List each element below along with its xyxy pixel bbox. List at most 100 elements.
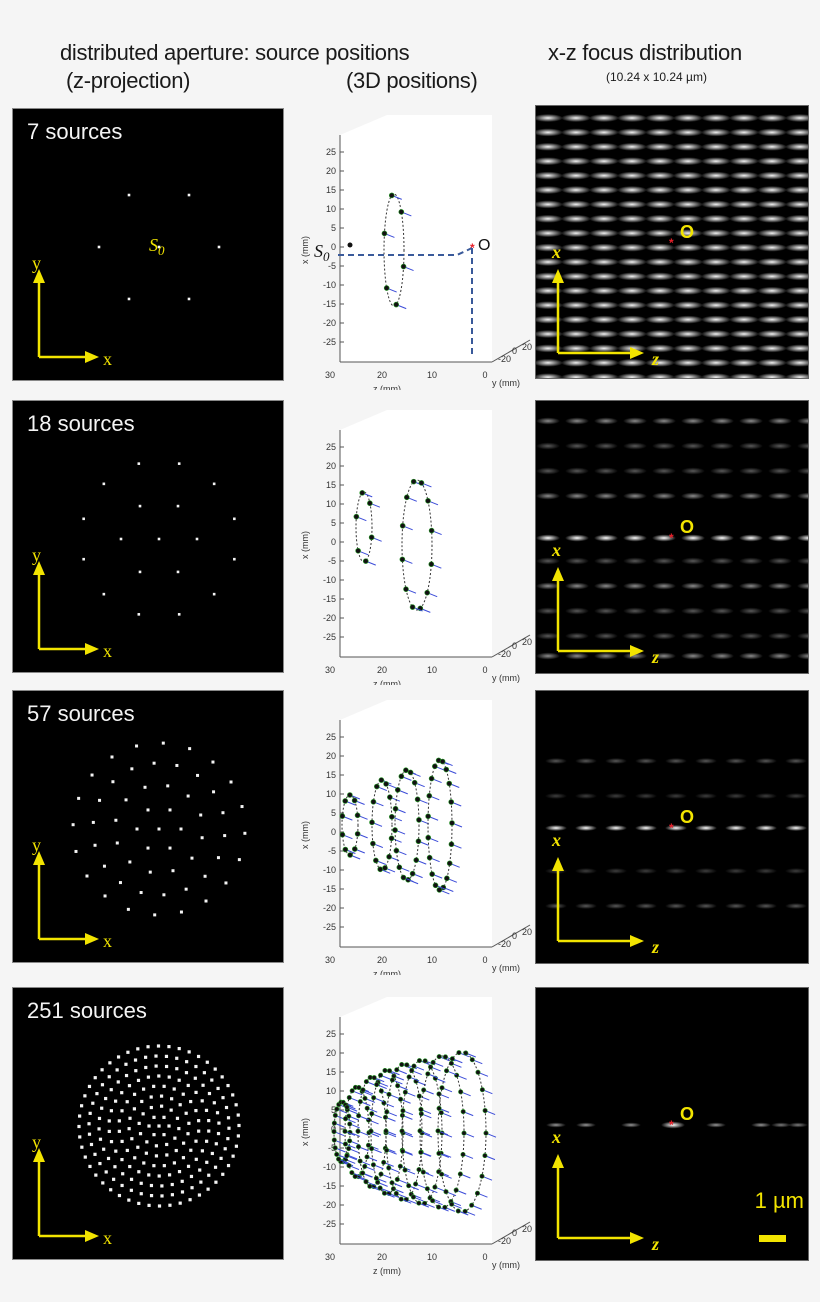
y-axis: 0-20 20 y (mm) [491, 339, 532, 388]
svg-text:30: 30 [325, 1252, 335, 1262]
svg-text:0: 0 [331, 827, 336, 837]
svg-text:y (mm): y (mm) [492, 378, 520, 388]
svg-text:x: x [103, 641, 112, 661]
svg-text:15: 15 [326, 480, 336, 490]
svg-text:-20: -20 [498, 939, 511, 949]
svg-text:-25: -25 [323, 632, 336, 642]
source-points [71, 741, 247, 917]
source-rings [381, 192, 414, 310]
svg-text:-20: -20 [498, 354, 511, 364]
svg-text:y (mm): y (mm) [492, 1260, 520, 1270]
svg-text:z (mm): z (mm) [373, 679, 401, 685]
svg-text:y: y [32, 253, 41, 273]
svg-text:-20: -20 [498, 1236, 511, 1246]
svg-text:y: y [32, 835, 41, 855]
svg-text:20: 20 [522, 927, 532, 937]
plot-3d-positions: 25 20 15 10 5 0 -5 -10 -15 -20 -25 x (mm) 30 20 10 0 z (… [292, 685, 532, 975]
x-axis: 25 20 15 10 5 0 -5 -10 -15 -20 -25 x (mm) [300, 430, 344, 657]
svg-text:-20: -20 [323, 903, 336, 913]
focus-marker-icon: * [669, 821, 674, 835]
axis-arrows-icon: xz [551, 540, 659, 667]
svg-text:20: 20 [377, 665, 387, 675]
svg-text:x (mm): x (mm) [300, 531, 310, 559]
z-projection-panel: 7 sources y x S0 [12, 108, 284, 381]
y-axis: 0-20 20 y (mm) [491, 634, 532, 683]
svg-text:30: 30 [325, 955, 335, 965]
svg-text:20: 20 [522, 1224, 532, 1234]
focus-map: *Oxz [536, 417, 808, 667]
svg-text:0: 0 [482, 370, 487, 380]
svg-text:-25: -25 [323, 922, 336, 932]
svg-text:5: 5 [331, 808, 336, 818]
svg-text:10: 10 [326, 499, 336, 509]
svg-text:10: 10 [326, 1086, 336, 1096]
x-axis: 25 20 15 10 5 0 -5 -10 -15 -20 -25 x (mm) [300, 720, 344, 947]
source-rings [331, 1050, 497, 1216]
x-axis: 25 20 15 10 5 0 -5 -10 -15 -20 -25 x (mm) [300, 1017, 344, 1244]
svg-text:10: 10 [427, 1252, 437, 1262]
origin-label: O [680, 807, 694, 827]
svg-text:25: 25 [326, 147, 336, 157]
plot-3d-canvas: 25 20 15 10 5 0 -5 -10 -15 -20 -25 x (mm) 30 20 10 0 z (… [300, 997, 532, 1276]
focus-path [338, 242, 473, 355]
svg-text:0: 0 [512, 931, 517, 941]
origin-label: O [478, 237, 490, 254]
axis-arrows-icon: yx [32, 253, 112, 369]
svg-text:z: z [651, 1234, 659, 1254]
svg-text:0: 0 [331, 1124, 336, 1134]
focus-map: * Oxz [545, 758, 807, 957]
svg-text:20: 20 [377, 1252, 387, 1262]
intensity-pattern [545, 758, 807, 909]
svg-text:-20: -20 [323, 1200, 336, 1210]
svg-text:-5: -5 [328, 261, 336, 271]
svg-text:25: 25 [326, 732, 336, 742]
svg-text:20: 20 [326, 166, 336, 176]
x-axis: 25 20 15 10 5 0 -5 -10 -15 -20 -25 x (mm) [300, 135, 344, 362]
svg-text:20: 20 [377, 370, 387, 380]
plot-3d-canvas: 25 20 15 10 5 0 -5 -10 -15 -20 -25 x (mm) 30 20 10 0 z (… [300, 115, 532, 390]
source-count-label: 18 sources [27, 411, 135, 436]
svg-text:-20: -20 [498, 649, 511, 659]
svg-text:-15: -15 [323, 1181, 336, 1191]
source-points [97, 193, 221, 301]
svg-text:30: 30 [325, 665, 335, 675]
source-dots: yx [32, 462, 236, 661]
plot-3d-positions: 25 20 15 10 5 0 -5 -10 -15 -20 -25 x (mm) 30 20 10 0 z (… [292, 395, 532, 685]
origin-label: O [680, 1104, 694, 1124]
svg-text:0: 0 [512, 641, 517, 651]
plot-3d-canvas: 25 20 15 10 5 0 -5 -10 -15 -20 -25 x (mm) 30 20 10 0 z (… [300, 700, 532, 975]
intensity-pattern [546, 1121, 808, 1129]
focus-marker-icon: * [669, 1118, 674, 1132]
source-dots: yx [32, 741, 247, 951]
row-7-sources: 7 sources y x S0 25 20 15 10 5 0 -5 -10 -15 -20 -25 x… [0, 105, 820, 398]
focus-marker-icon: * [669, 531, 674, 545]
svg-text:0: 0 [331, 537, 336, 547]
header-col2-subtitle: (3D positions) [346, 68, 478, 93]
z-axis: 30 20 10 0 z (mm) [325, 1243, 492, 1276]
svg-text:z: z [651, 349, 659, 369]
source-rings [353, 478, 442, 613]
source-rings [339, 757, 463, 895]
svg-text:10: 10 [427, 665, 437, 675]
svg-text:-20: -20 [323, 613, 336, 623]
svg-text:x: x [551, 242, 561, 262]
intensity-pattern [536, 114, 808, 378]
source-points [82, 462, 236, 616]
plot-3d-positions: 25 20 15 10 5 0 -5 -10 -15 -20 -25 x (mm) 30 20 10 0 z (… [292, 982, 532, 1276]
source-dots: yx [32, 1044, 241, 1248]
svg-text:20: 20 [522, 637, 532, 647]
axis-arrows-icon: xz [551, 830, 659, 957]
svg-text:x: x [103, 349, 112, 369]
plot-area [340, 410, 492, 657]
svg-text:-15: -15 [323, 594, 336, 604]
svg-text:x: x [551, 540, 561, 560]
svg-text:25: 25 [326, 442, 336, 452]
